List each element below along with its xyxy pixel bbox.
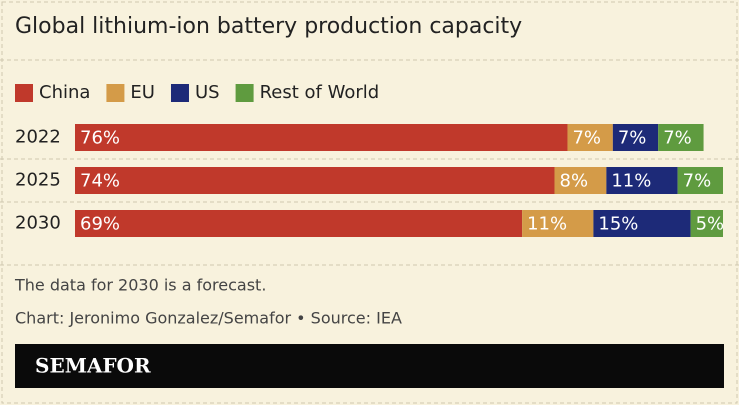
- credit: Chart: Jeronimo Gonzalez/Semafor • Sourc…: [15, 309, 402, 328]
- data-label: 7%: [663, 128, 692, 149]
- bar-segment: [522, 210, 594, 237]
- bar-segment: [593, 210, 691, 237]
- legend-label: China: [39, 82, 90, 103]
- bar-segment: [612, 124, 659, 151]
- data-label: 11%: [611, 171, 651, 192]
- bar-segment: [658, 124, 704, 151]
- bar-segment: [677, 167, 723, 194]
- legend-label: US: [195, 82, 220, 103]
- y-tick-label: 2022: [15, 127, 61, 148]
- y-tick-label: 2030: [15, 213, 61, 234]
- bar-segment: [75, 167, 555, 194]
- bar-segment: [567, 124, 613, 151]
- note: The data for 2030 is a forecast.: [14, 276, 266, 295]
- legend-label: Rest of World: [260, 82, 380, 103]
- bar-segment: [690, 210, 723, 237]
- bar-segment: [75, 210, 523, 237]
- data-label: 69%: [80, 214, 120, 235]
- data-label: 11%: [527, 214, 567, 235]
- data-label: 76%: [80, 128, 120, 149]
- data-label: 8%: [560, 171, 589, 192]
- legend-label: EU: [130, 82, 155, 103]
- data-label: 74%: [80, 171, 120, 192]
- legend-swatch: [15, 84, 33, 102]
- bar-segment: [606, 167, 678, 194]
- legend-swatch: [235, 84, 254, 102]
- y-tick-label: 2025: [15, 170, 61, 191]
- data-label: 5%: [696, 214, 725, 235]
- data-label: 7%: [572, 128, 601, 149]
- data-label: 15%: [598, 214, 638, 235]
- bar-segment: [75, 124, 568, 151]
- data-label: 7%: [618, 128, 647, 149]
- data-label: 7%: [683, 171, 712, 192]
- chart-title: Global lithium-ion battery production ca…: [15, 14, 522, 39]
- legend-swatch: [106, 84, 125, 102]
- legend-swatch: [170, 84, 189, 102]
- brand: SEMAFOR: [35, 354, 151, 378]
- bar-segment: [554, 167, 607, 194]
- brand-band: [15, 344, 724, 388]
